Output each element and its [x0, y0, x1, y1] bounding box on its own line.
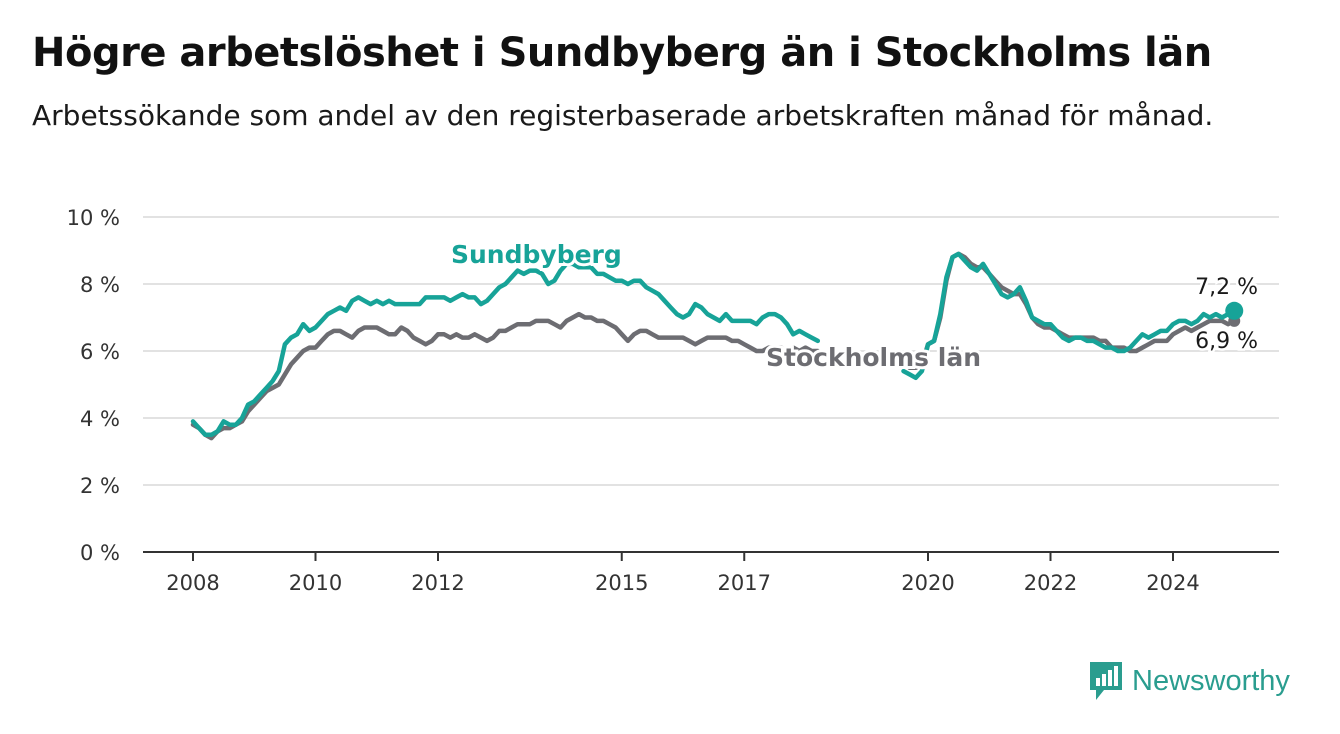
x-tick-label: 2022 — [1024, 571, 1077, 595]
series-lines — [190, 251, 1244, 441]
brand-name: Newsworthy — [1132, 664, 1290, 697]
end-value-label-sundbyberg: 7,2 % — [1195, 275, 1258, 300]
end-value-label-stockholms-lan: 6,9 % — [1195, 329, 1258, 354]
y-tick-label: 6 % — [80, 340, 120, 364]
series-label-sundbyberg: Sundbyberg — [451, 240, 622, 269]
y-tick-label: 2 % — [80, 474, 120, 498]
newsworthy-logo: Newsworthy — [1088, 660, 1290, 702]
y-tick-label: 4 % — [80, 407, 120, 431]
y-tick-label: 10 % — [67, 206, 120, 230]
x-tick-label: 2017 — [718, 571, 771, 595]
series-annotations: Stockholms län Sundbyberg 7,2 % 6,9 % — [448, 237, 1261, 375]
y-tick-label: 0 % — [80, 541, 120, 565]
series-label-stockholms-lan: Stockholms län — [766, 343, 981, 372]
end-point-marker — [1225, 301, 1244, 320]
y-tick-label: 8 % — [80, 273, 120, 297]
chart-title: Högre arbetslöshet i Sundbyberg än i Sto… — [32, 30, 1212, 76]
x-axis-ticks: 2008 2010 2012 2015 2017 2020 2022 2024 — [166, 552, 1200, 595]
series-line-stockholms-ln — [190, 311, 821, 441]
series-line-sundbyberg — [190, 261, 821, 438]
x-tick-label: 2010 — [289, 571, 342, 595]
x-tick-label: 2008 — [166, 571, 219, 595]
x-tick-label: 2012 — [411, 571, 464, 595]
series-line-sundbyberg — [901, 251, 1237, 381]
x-tick-label: 2015 — [595, 571, 648, 595]
y-axis-ticks: 0 % 2 % 4 % 6 % 8 % 10 % — [67, 206, 120, 565]
newsworthy-icon — [1090, 662, 1122, 700]
chart-subtitle: Arbetssökande som andel av den registerb… — [32, 99, 1214, 132]
x-tick-label: 2020 — [901, 571, 954, 595]
grid-lines — [143, 216, 1279, 553]
x-tick-label: 2024 — [1146, 571, 1199, 595]
